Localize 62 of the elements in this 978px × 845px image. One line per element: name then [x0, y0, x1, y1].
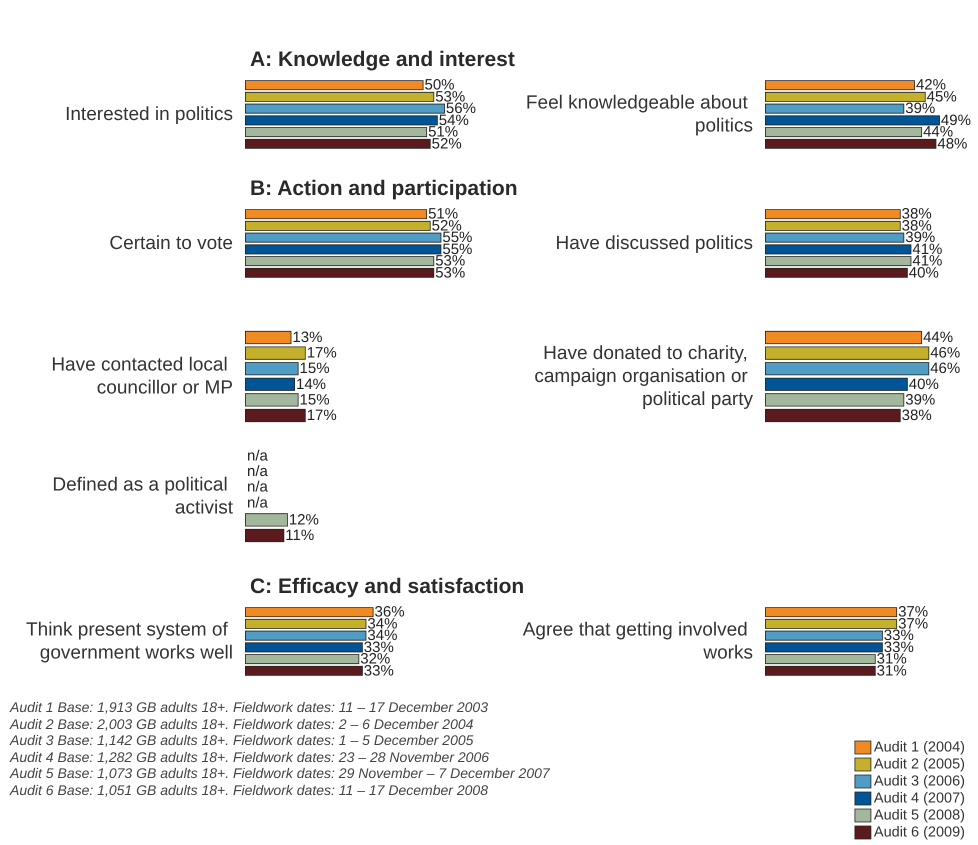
bar: [765, 362, 930, 376]
bar: [245, 330, 292, 344]
y-tick-label: Certain to vote: [109, 233, 233, 254]
data-label: 14%: [296, 376, 326, 393]
data-label: 17%: [306, 406, 337, 424]
text: Audit 2 Base: 2,003 GB adults 18+. Fieldwork dates: 2 – 6 December 2004: [10, 716, 474, 732]
bar: [765, 209, 901, 220]
data-label: 39%: [905, 391, 936, 408]
data-label: 44%: [923, 329, 954, 346]
data-label: 40%: [908, 376, 939, 393]
data-label: 12%: [288, 511, 319, 528]
text: Audit 3 Base: 1,142 GB adults 18+. Fieldwork dates: 1 – 5 December 2005: [10, 732, 474, 749]
bar: [765, 378, 908, 391]
legend-label: Audit 2 (2005): [874, 756, 966, 772]
y-tick-label: Feel knowledgeable about politics: [526, 92, 753, 136]
chart-title: A: Knowledge and interest: [250, 48, 515, 71]
bar: [765, 138, 936, 149]
data-label: 46%: [930, 360, 960, 378]
y-tick-label: Have discussed politics: [556, 233, 753, 254]
data-label: 15%: [300, 360, 330, 378]
data-label: 46%: [930, 344, 960, 362]
data-label: 13%: [292, 329, 322, 346]
y-tick-label: Interested in politics: [65, 104, 233, 125]
legend-label: Audit 1 (2004): [874, 740, 966, 756]
text: Audit 1 Base: 1,913 GB adults 18+. Fieldwork dates: 11 – 17 December 2003: [10, 699, 489, 716]
bar: [245, 378, 295, 391]
text: Audit 5 Base: 1,073 GB adults 18+. Fieldwork dates: 29 November – 7 December 2007: [10, 765, 550, 782]
chart-title: C: Efficacy and satisfaction: [250, 575, 524, 598]
text: n/a: [247, 463, 268, 480]
text: n/a: [247, 494, 268, 512]
legend-label: Audit 3 (2006): [874, 774, 966, 790]
text: Audit 6 Base: 1,051 GB adults 18+. Fieldwork dates: 11 – 17 December 2008: [10, 782, 489, 799]
text: n/a: [247, 478, 268, 496]
text: n/a: [247, 448, 268, 465]
bar: [765, 268, 908, 278]
data-label: 17%: [306, 344, 337, 362]
data-label: 11%: [285, 526, 314, 544]
legend-label: Audit 5 (2008): [874, 808, 966, 824]
legend-label: Audit 6 (2009): [874, 824, 966, 840]
bar: [245, 80, 424, 90]
bar: [245, 408, 306, 422]
bar: [765, 408, 901, 422]
y-tick-label: Defined as a political activist: [52, 474, 234, 518]
bar: [765, 346, 930, 360]
text: Audit 4 Base: 1,282 GB adults 18+. Fieldwork dates: 23 – 28 November 2006: [10, 748, 490, 766]
bar: [765, 80, 915, 90]
chart-title: B: Action and participation: [250, 177, 518, 200]
y-tick-label: Have contacted local councillor or MP: [51, 354, 233, 398]
bar: [765, 330, 922, 344]
bar: [245, 209, 428, 220]
bar: [245, 138, 431, 149]
y-tick-label: Have donated to charity, campaign organisation or political party: [534, 343, 754, 410]
bar: [245, 346, 306, 360]
bar: [245, 362, 299, 376]
y-tick-label: Think present system of government works well: [26, 620, 233, 664]
legend-label: Audit 4 (2007): [874, 790, 966, 806]
data-label: 38%: [902, 406, 932, 424]
y-tick-label: Agree that getting involved works: [522, 620, 753, 664]
bar: [245, 393, 299, 406]
data-label: 15%: [300, 391, 330, 408]
bar: [245, 268, 434, 278]
bar: [765, 393, 904, 406]
